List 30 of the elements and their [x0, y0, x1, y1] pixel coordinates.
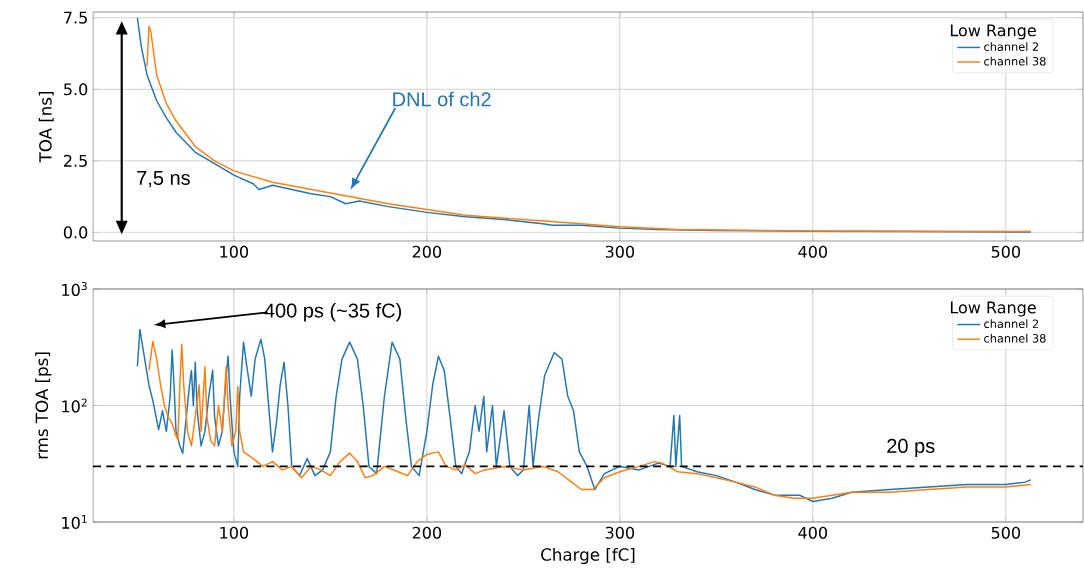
x-tick-label: 200 — [412, 526, 442, 539]
annotation: 7,5 ns — [137, 171, 190, 188]
x-tick-label: 400 — [798, 526, 828, 539]
y-tick-label: 10$^{3}$ — [62, 282, 87, 296]
x-tick-label: 100 — [220, 526, 249, 539]
legend-label: channel 2 — [984, 319, 1039, 329]
x-tick-label: 400 — [798, 245, 828, 258]
y-tick-label: 0.0 — [63, 226, 88, 239]
y-tick-label: 10$^{1}$ — [62, 515, 87, 529]
y-axis-title: TOA [ns] — [38, 91, 54, 163]
x-tick-label: 300 — [605, 245, 635, 258]
x-axis-title: Charge [fC] — [541, 547, 635, 565]
y-tick-label: 7.5 — [64, 11, 87, 24]
y-axis-title: rms TOA [ps] — [35, 352, 52, 459]
legend-label: channel 2 — [984, 42, 1039, 51]
y-tick-label: 10$^{2}$ — [62, 398, 87, 413]
x-tick-label: 100 — [220, 245, 249, 258]
x-tick-label: 200 — [412, 245, 442, 258]
x-tick-label: 500 — [991, 245, 1021, 258]
legend-label: channel 38 — [984, 56, 1046, 66]
legend-title: Low Range — [950, 301, 1036, 317]
annotation: DNL of ch2 — [393, 91, 491, 107]
legend-label: channel 38 — [984, 333, 1046, 343]
annotation: 20 ps — [887, 438, 935, 457]
y-tick-label: 5.0 — [64, 83, 88, 96]
annotation: 400 ps (~35 fC) — [264, 302, 402, 322]
legend-title: Low Range — [950, 24, 1036, 40]
y-tick-label: 2.5 — [64, 154, 87, 167]
x-tick-label: 500 — [991, 526, 1021, 539]
x-tick-label: 300 — [605, 526, 635, 539]
